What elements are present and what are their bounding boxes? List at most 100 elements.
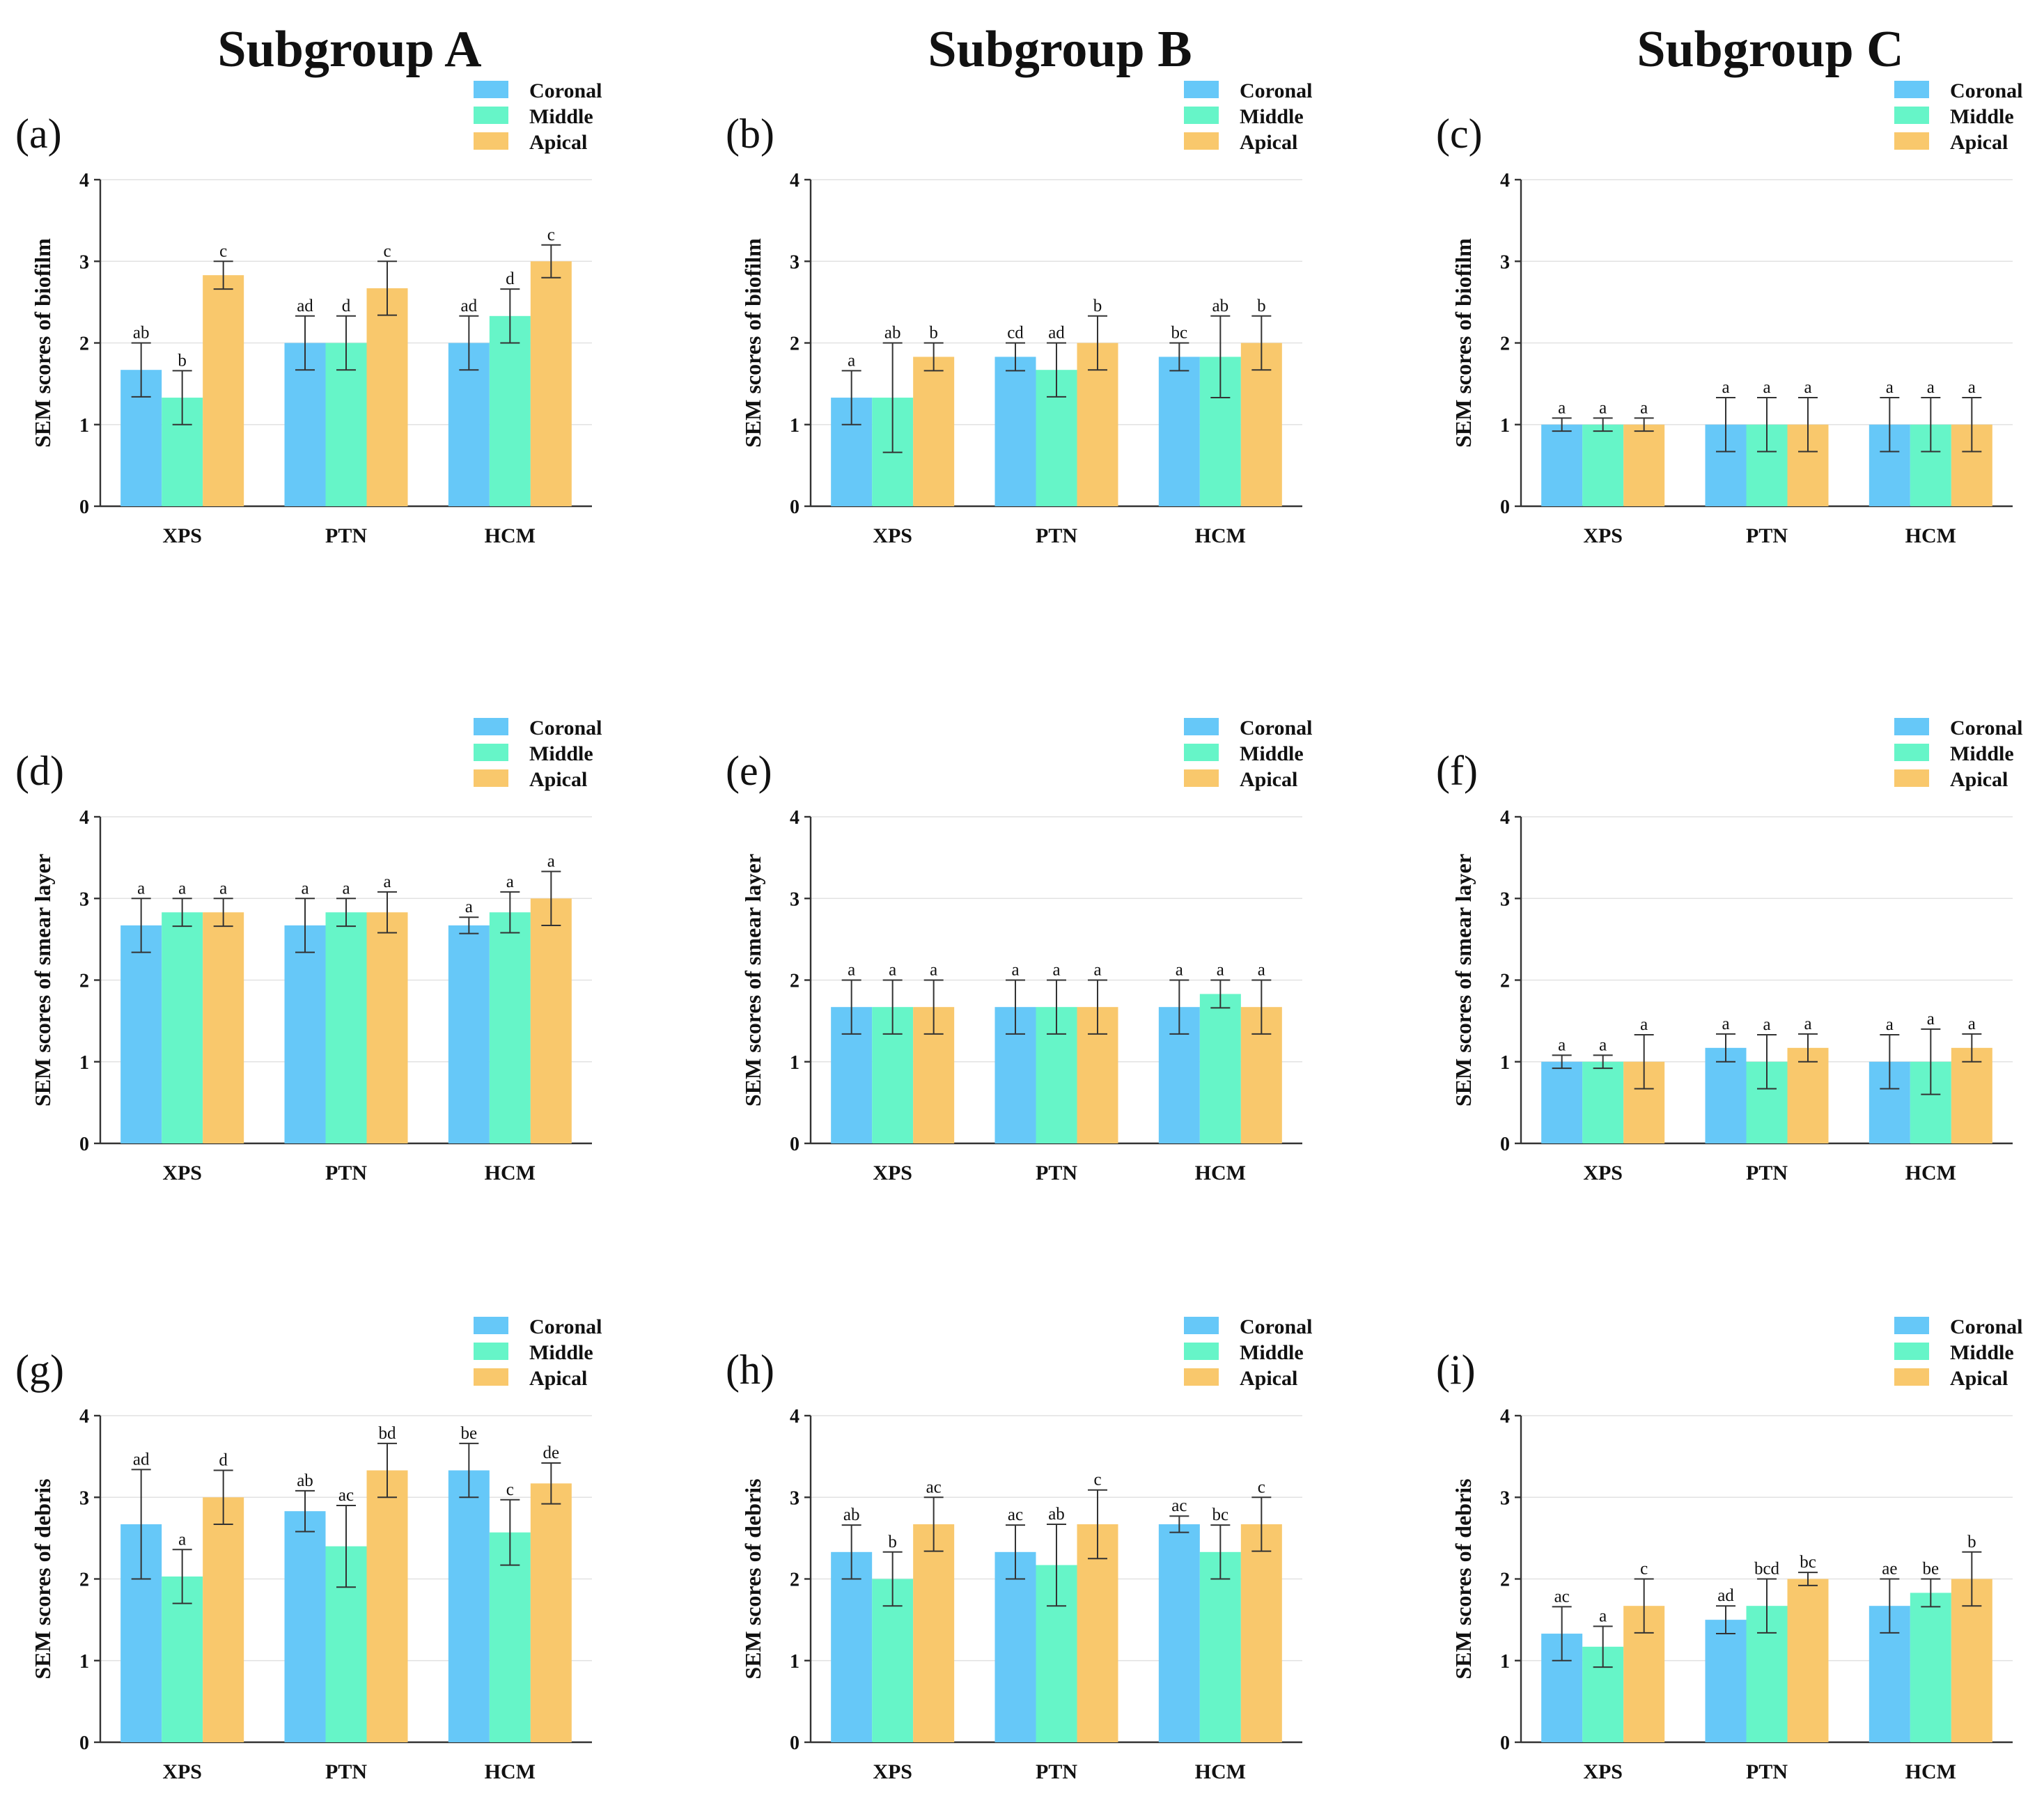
chart-panel-a: (a) 0 1 2 3 4 SEM scores of biofilm ab b c XPS ad d c… (15, 79, 602, 547)
x-tick-label: HCM (1905, 1161, 1956, 1184)
bar-coronal-xps (1541, 1061, 1583, 1143)
y-tick-label: 3 (790, 889, 799, 910)
legend-label-coronal: Coronal (1950, 717, 2022, 740)
significance-letter: d (219, 1451, 228, 1470)
bar-coronal-hcm (1158, 357, 1200, 506)
x-tick-label: HCM (485, 524, 536, 547)
significance-letter: a (1804, 1015, 1811, 1033)
panel-label: (e) (726, 748, 772, 794)
chart-panel-d: (d) 0 1 2 3 4 SEM scores of smear layer a a a XPS a… (15, 717, 602, 1184)
panel-label: (a) (15, 111, 62, 157)
significance-letter: a (1763, 378, 1770, 397)
y-tick-label: 1 (1500, 415, 1510, 437)
significance-letter: a (1258, 961, 1265, 980)
legend-label-middle: Middle (1950, 742, 2014, 765)
y-tick-label: 0 (790, 1134, 799, 1155)
significance-letter: a (848, 351, 855, 370)
y-tick-label: 2 (1500, 971, 1510, 992)
x-tick-label: XPS (1583, 524, 1623, 547)
significance-letter: a (1558, 1035, 1566, 1054)
significance-letter: c (1640, 1560, 1648, 1579)
legend-swatch-coronal (474, 81, 508, 98)
y-tick-label: 4 (790, 1406, 799, 1427)
column-title-b: Subgroup B (928, 21, 1192, 78)
y-axis-label: SEM scores of biofilm (30, 238, 55, 448)
legend-swatch-apical (1184, 1368, 1219, 1386)
y-tick-label: 2 (1500, 1570, 1510, 1591)
significance-letter: a (1927, 378, 1935, 397)
legend-swatch-middle (1184, 1343, 1219, 1360)
y-tick-label: 4 (79, 807, 89, 829)
bar-middle-hcm (489, 1532, 531, 1742)
significance-letter: a (1804, 378, 1811, 397)
legend-label-coronal: Coronal (1240, 79, 1312, 102)
bar-apical-xps (1623, 424, 1665, 506)
bar-apical-ptn (366, 1470, 408, 1742)
bar-apical-ptn (1787, 1579, 1829, 1742)
y-tick-label: 2 (79, 334, 89, 355)
significance-letter: ab (1048, 1505, 1065, 1524)
chart-panel-f: (f) 0 1 2 3 4 SEM scores of smear layer a a a XPS a… (1436, 717, 2022, 1184)
significance-letter: ae (1882, 1560, 1897, 1579)
legend-swatch-apical (1184, 132, 1219, 150)
bar-apical-hcm (1951, 1047, 1992, 1143)
significance-letter: ac (1171, 1496, 1187, 1515)
y-tick-label: 3 (1500, 1487, 1510, 1509)
x-tick-label: HCM (485, 1161, 536, 1184)
x-tick-label: PTN (325, 1161, 367, 1184)
significance-letter: a (930, 961, 937, 980)
x-tick-label: PTN (1746, 1760, 1788, 1783)
bar-middle-xps (162, 912, 203, 1143)
legend-swatch-middle (1894, 107, 1929, 124)
significance-letter: ad (1048, 324, 1065, 343)
y-axis-label: SEM scores of debris (740, 1478, 765, 1679)
y-tick-label: 0 (790, 1732, 799, 1754)
legend-label-apical: Apical (1950, 1367, 2008, 1390)
significance-letter: a (178, 1530, 186, 1549)
significance-letter: a (1886, 378, 1894, 397)
legend-swatch-apical (474, 769, 508, 787)
significance-letter: ac (1008, 1505, 1023, 1524)
significance-letter: b (1257, 297, 1266, 315)
significance-letter: ab (297, 1471, 313, 1490)
y-tick-label: 3 (790, 251, 799, 273)
significance-letter: d (506, 269, 515, 288)
x-tick-label: HCM (1195, 524, 1246, 547)
legend-label-coronal: Coronal (1240, 717, 1312, 740)
significance-letter: b (929, 324, 938, 343)
x-tick-label: XPS (162, 1760, 202, 1783)
legend-label-middle: Middle (1240, 105, 1304, 128)
significance-letter: bc (1212, 1505, 1229, 1524)
x-tick-label: XPS (162, 1161, 202, 1184)
y-tick-label: 2 (790, 1570, 799, 1591)
significance-letter: b (888, 1533, 897, 1551)
panel-label: (c) (1436, 111, 1483, 157)
significance-letter: a (465, 898, 473, 916)
legend-swatch-apical (1184, 769, 1219, 787)
y-tick-label: 3 (1500, 251, 1510, 273)
significance-letter: de (543, 1444, 560, 1462)
bar-apical-xps (203, 912, 244, 1143)
bar-middle-hcm (1199, 1551, 1241, 1742)
significance-letter: a (1176, 961, 1183, 980)
significance-letter: a (1763, 1015, 1770, 1034)
x-tick-label: XPS (1583, 1161, 1623, 1184)
bar-middle-ptn (325, 912, 367, 1143)
y-axis-label: SEM scores of biofilm (740, 238, 765, 448)
significance-letter: a (506, 873, 514, 891)
x-tick-label: XPS (162, 524, 202, 547)
significance-letter: bcd (1754, 1560, 1780, 1579)
panel-label: (f) (1436, 748, 1478, 794)
bar-coronal-ptn (994, 357, 1036, 506)
y-tick-label: 1 (79, 1052, 89, 1074)
legend-swatch-middle (474, 1343, 508, 1360)
panel-label: (h) (726, 1347, 774, 1393)
significance-letter: a (1886, 1015, 1894, 1034)
legend-swatch-apical (1894, 132, 1929, 150)
significance-letter: a (1640, 398, 1648, 417)
x-tick-label: XPS (873, 1760, 912, 1783)
significance-letter: ab (133, 324, 150, 343)
y-tick-label: 1 (79, 1651, 89, 1673)
